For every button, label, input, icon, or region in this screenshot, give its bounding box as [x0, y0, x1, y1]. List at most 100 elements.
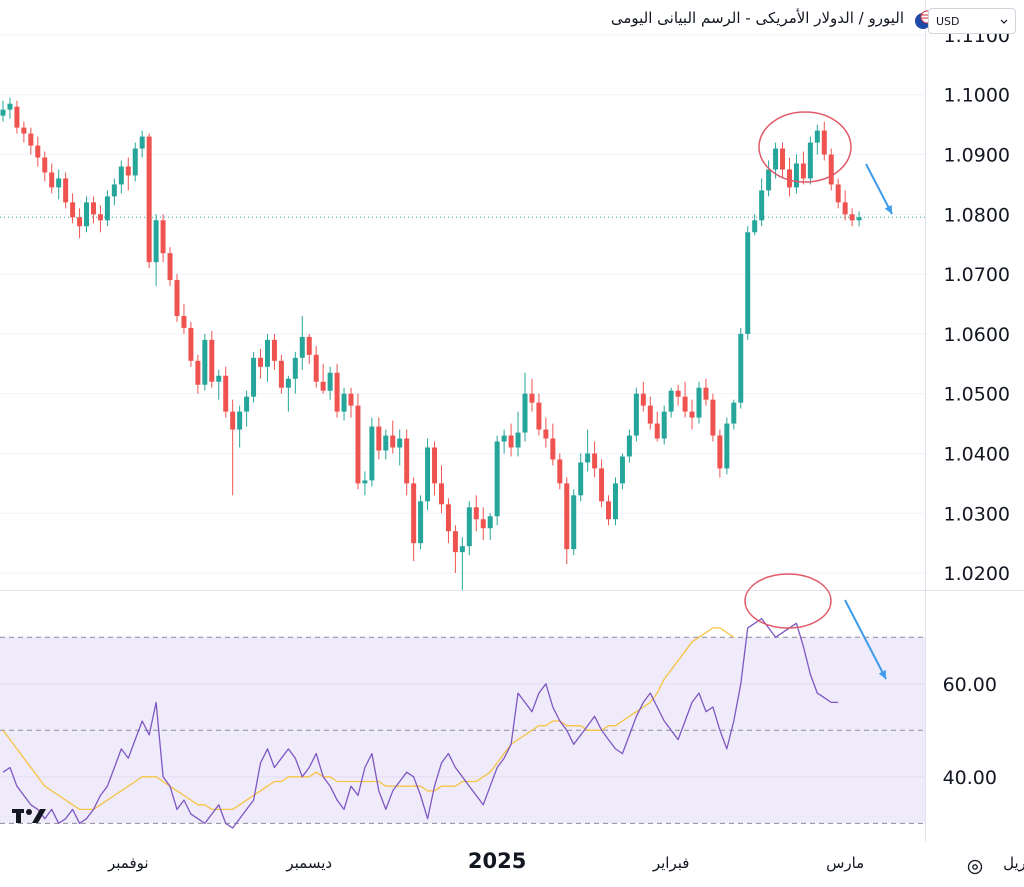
candlestick-series — [0, 97, 862, 591]
candle-body — [599, 468, 605, 502]
currency-select[interactable]: USD — [928, 8, 1016, 34]
price-tick-label: 1.0200 — [944, 563, 1010, 585]
candle-body — [842, 202, 848, 215]
candle-body — [104, 196, 110, 221]
price-tick-label: 1.1000 — [944, 85, 1010, 107]
candle-body — [543, 429, 549, 439]
candle-body — [717, 435, 723, 469]
candle-body — [90, 202, 96, 215]
candle-body — [536, 402, 542, 430]
chart-title: اليورو / الدولار الأمريكى - الرسم البيان… — [610, 9, 904, 27]
candle-body — [181, 315, 187, 328]
candle-body — [619, 456, 625, 484]
candle-body — [675, 390, 681, 397]
price-tick-label: 1.0600 — [944, 324, 1010, 346]
candle-body — [77, 217, 83, 227]
candle-body — [800, 163, 806, 179]
candle-body — [473, 507, 479, 520]
rsi-series — [2, 617, 839, 829]
candle-body — [752, 220, 758, 233]
candle-body — [689, 411, 695, 418]
candle-body — [612, 483, 618, 520]
price-grid — [0, 34, 925, 574]
candle-body — [404, 438, 410, 484]
x-tick-label: مارس — [826, 854, 864, 872]
candle-body — [327, 372, 333, 391]
candle-body — [731, 402, 737, 424]
candle-body — [209, 339, 215, 382]
candle-body — [633, 393, 639, 436]
candle-body — [411, 483, 417, 544]
candle-body — [487, 516, 493, 529]
candle-body — [271, 339, 277, 361]
arrow-shaft — [844, 599, 887, 680]
candle-body — [578, 462, 584, 496]
candle-body — [828, 154, 834, 185]
x-tick-label: نوفمبر — [107, 854, 149, 872]
candle-body — [640, 393, 646, 406]
candle-body — [466, 507, 472, 547]
candle-body — [515, 432, 521, 448]
price-tick-label: 1.0800 — [944, 204, 1010, 226]
candle-body — [132, 148, 138, 176]
candle-body — [28, 133, 34, 146]
candle-body — [202, 339, 208, 385]
candle-body — [724, 423, 730, 469]
candle-body — [738, 333, 744, 403]
candle-body — [355, 405, 361, 484]
candle-body — [7, 103, 13, 110]
currency-label: USD — [936, 14, 960, 28]
candle-body — [710, 399, 716, 436]
candle-body — [529, 393, 535, 403]
candle-body — [654, 423, 660, 439]
candle-body — [452, 531, 458, 553]
candle-body — [216, 375, 222, 382]
rsi-panel — [0, 636, 925, 824]
x-tick-label: فبراير — [652, 854, 690, 872]
candle-body — [153, 220, 159, 263]
candle-body — [807, 142, 813, 179]
candle-body — [348, 393, 354, 406]
candle-body — [522, 393, 528, 433]
candle-body — [376, 426, 382, 451]
candle-body — [292, 357, 298, 379]
arrow-shaft — [865, 163, 893, 215]
candle-body — [745, 232, 751, 334]
price-tick-label: 1.0300 — [944, 503, 1010, 525]
candle-body — [432, 447, 438, 484]
annotations — [744, 111, 893, 680]
candle-body — [84, 202, 90, 227]
candle-body — [856, 217, 862, 221]
candle-body — [160, 220, 166, 254]
candle-body — [759, 190, 765, 221]
candle-body — [320, 381, 326, 391]
candle-body — [0, 109, 6, 116]
candle-body — [571, 495, 577, 550]
candle-body — [606, 501, 612, 520]
candle-body — [557, 459, 563, 484]
rsi-tick-label: 40.00 — [943, 767, 997, 789]
candle-body — [174, 280, 180, 316]
candle-body — [111, 184, 117, 197]
candle-body — [167, 253, 173, 281]
candle-body — [821, 130, 827, 155]
candle-body — [696, 387, 702, 418]
candle-body — [661, 411, 667, 439]
candle-body — [445, 504, 451, 532]
candle-body — [438, 483, 444, 505]
candle-body — [773, 148, 779, 170]
candle-body — [766, 169, 772, 191]
candle-body — [425, 447, 431, 502]
tradingview-logo-icon[interactable] — [12, 806, 48, 828]
candle-body — [285, 378, 291, 388]
candle-body — [97, 214, 103, 221]
settings-icon[interactable] — [966, 858, 984, 876]
candle-body — [501, 435, 507, 442]
rsi-ma-line — [2, 627, 735, 811]
candle-body — [118, 166, 124, 185]
price-tick-label: 1.0400 — [944, 443, 1010, 465]
arrow-head — [878, 670, 886, 679]
candle-body — [390, 435, 396, 448]
candle-body — [780, 148, 786, 170]
candle-body — [835, 184, 841, 203]
